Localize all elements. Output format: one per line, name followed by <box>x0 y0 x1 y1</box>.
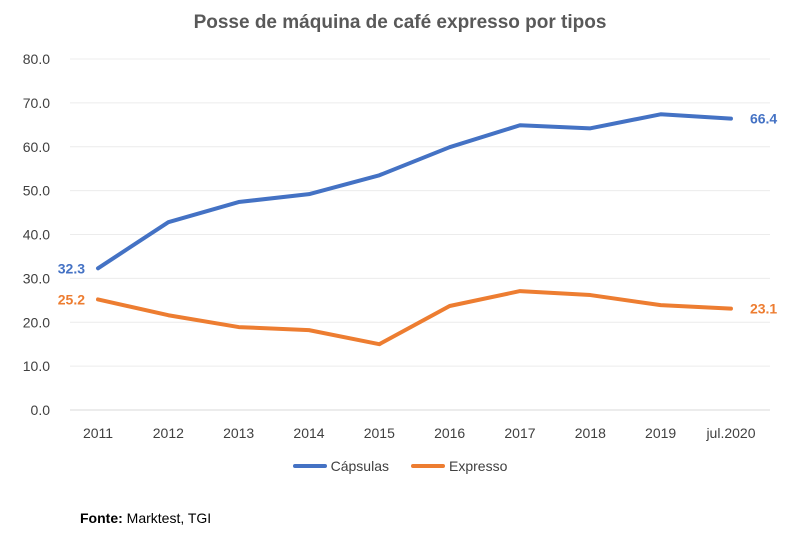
y-tick-label: 80.0 <box>23 51 50 67</box>
chart-title: Posse de máquina de café expresso por ti… <box>193 12 607 33</box>
y-tick-label: 0.0 <box>31 402 51 418</box>
x-tick-label: 2013 <box>223 425 254 441</box>
y-tick-label: 70.0 <box>23 95 50 111</box>
source-note: Fonte: Marktest, TGI <box>80 510 211 526</box>
legend-item-capsulas: Cápsulas <box>292 458 389 474</box>
x-tick-label: 2011 <box>83 425 113 441</box>
data-label: 66.4 <box>750 111 777 127</box>
x-tick-label: 2018 <box>575 425 606 441</box>
legend-swatch <box>292 464 327 468</box>
x-tick-label: 2014 <box>293 425 324 441</box>
y-tick-label: 60.0 <box>23 139 50 155</box>
y-tick-label: 30.0 <box>23 270 50 286</box>
x-tick-label: 2017 <box>504 425 535 441</box>
data-label: 32.3 <box>58 260 85 276</box>
x-tick-label: jul.2020 <box>705 425 755 441</box>
series-line-expresso <box>96 289 733 347</box>
y-tick-label: 10.0 <box>23 358 50 374</box>
source-text: Marktest, TGI <box>122 510 212 526</box>
legend-item-expresso: Expresso <box>411 458 507 474</box>
y-tick-label: 40.0 <box>23 227 50 243</box>
source-label: Fonte: <box>80 510 123 526</box>
legend-swatch <box>411 464 445 468</box>
x-tick-label: 2012 <box>153 425 184 441</box>
data-label: 25.2 <box>58 291 85 307</box>
x-tick-label: 2016 <box>434 425 465 441</box>
x-tick-label: 2015 <box>364 425 395 441</box>
series-line-cápsulas <box>96 112 733 271</box>
y-tick-label: 50.0 <box>23 183 50 199</box>
x-tick-label: 2019 <box>645 425 676 441</box>
data-label: 23.1 <box>750 301 777 317</box>
legend: Cápsulas Expresso <box>0 458 800 474</box>
y-tick-label: 20.0 <box>23 314 50 330</box>
legend-label: Cápsulas <box>330 458 389 474</box>
legend-label: Expresso <box>449 458 508 474</box>
